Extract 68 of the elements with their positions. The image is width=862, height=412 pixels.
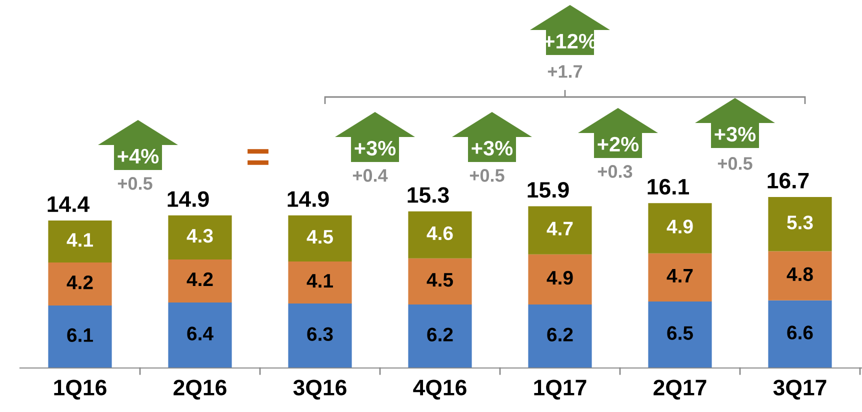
- bar: [288, 215, 352, 262]
- data-label: 6.2: [427, 328, 453, 342]
- data-label: 4.6: [426, 226, 453, 240]
- bar: [288, 262, 352, 304]
- bar: [48, 262, 112, 306]
- bar: [168, 215, 232, 260]
- data-label: 4.3: [186, 228, 213, 243]
- data-label: 4.1: [66, 233, 93, 247]
- total-label: 16.7: [768, 172, 809, 189]
- data-label: 4.2: [186, 272, 213, 286]
- data-label: 5.3: [787, 216, 813, 230]
- total-label: 16.1: [648, 178, 690, 195]
- x-tick-label: 4Q16: [413, 380, 466, 400]
- text: +0.5: [470, 169, 504, 182]
- data-label: 6.5: [667, 326, 693, 340]
- bar: [768, 300, 832, 368]
- text: +0.5: [718, 157, 752, 170]
- bar: [48, 306, 112, 368]
- data-label: 4.1: [306, 274, 333, 288]
- data-label: 6.1: [67, 328, 93, 342]
- data-label: 6.4: [187, 326, 214, 340]
- total-label: 14.4: [48, 196, 90, 212]
- bar: [768, 197, 832, 252]
- x-tick-label: 2Q17: [654, 380, 706, 400]
- bar: [648, 253, 712, 302]
- data-label: 4.9: [546, 270, 573, 285]
- bar: [648, 301, 712, 368]
- text: +0.5: [118, 177, 152, 190]
- data-label: 4.5: [306, 230, 333, 244]
- data-label: 4.5: [426, 273, 453, 287]
- text: +3%: [714, 126, 756, 142]
- text: +2%: [598, 136, 639, 152]
- data-label: 4.7: [666, 269, 693, 282]
- bar: [528, 206, 592, 254]
- data-label: 4.2: [66, 275, 93, 290]
- text: =: [248, 149, 268, 165]
- bar: [168, 259, 232, 302]
- bar: [768, 251, 832, 300]
- bar: [408, 211, 472, 258]
- data-label: 4.7: [546, 222, 573, 236]
- data-label: 4.8: [786, 267, 813, 282]
- data-label: 6.6: [787, 326, 813, 340]
- bar: [648, 203, 712, 254]
- bar: [288, 303, 352, 368]
- bar: [408, 304, 472, 368]
- text: +0.4: [352, 169, 388, 182]
- bar: [528, 304, 592, 368]
- x-tick-label: 1Q17: [534, 380, 586, 400]
- data-label: 4.9: [666, 220, 693, 234]
- bar: [528, 254, 592, 305]
- bar: [408, 258, 472, 305]
- bar: [48, 220, 112, 263]
- text: +1.7: [548, 65, 582, 78]
- total-label: 14.9: [288, 191, 329, 207]
- total-label: 15.3: [408, 187, 449, 203]
- x-tick-label: 1Q16: [54, 380, 106, 400]
- text: +3%: [354, 140, 396, 156]
- text: +0.3: [598, 165, 632, 178]
- total-label: 15.9: [528, 182, 569, 198]
- x-tick-label: 3Q16: [293, 380, 346, 400]
- bar: [168, 302, 232, 368]
- total-label: 14.9: [168, 191, 209, 207]
- data-label: 6.2: [547, 328, 573, 342]
- x-tick-label: 3Q17: [773, 380, 826, 400]
- x-tick-label: 2Q16: [174, 380, 226, 400]
- data-label: 6.3: [307, 327, 333, 341]
- text: +4%: [118, 148, 159, 164]
- text: +3%: [472, 140, 513, 156]
